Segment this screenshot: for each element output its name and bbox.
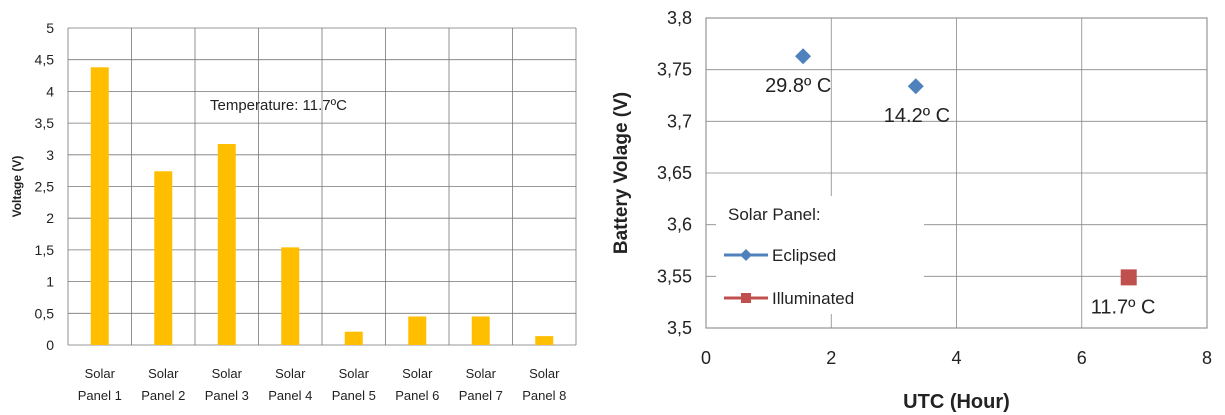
bar-ytick-label: 1,5	[35, 242, 55, 258]
legend-label: Eclipsed	[772, 246, 836, 265]
scatter-xlabel: UTC (Hour)	[903, 391, 1010, 413]
data-point-illuminated	[1120, 269, 1137, 286]
scatter-ytick-label: 3,75	[657, 60, 692, 80]
scatter-xtick-label: 8	[1202, 348, 1212, 368]
data-label: 14.2º C	[884, 105, 950, 127]
bar	[90, 67, 109, 346]
scatter-ytick-label: 3,5	[667, 318, 692, 338]
scatter-ytick-label: 3,6	[667, 215, 692, 235]
bar	[471, 316, 490, 345]
bar-ytick-label: 5	[46, 20, 54, 36]
bar-ytick-label: 1	[46, 274, 54, 290]
data-point-eclipsed	[795, 48, 812, 65]
bar	[154, 171, 173, 345]
bar-xtick-label: Solar Panel 1	[78, 366, 122, 403]
legend-marker-square	[741, 293, 751, 303]
scatter-xtick-label: 2	[826, 348, 836, 368]
bar-ylabel: Voltage (V)	[10, 156, 24, 218]
bar	[344, 331, 363, 345]
bar-xtick-label: Solar Panel 2	[141, 366, 185, 403]
bar-ytick-label: 0	[46, 337, 54, 353]
bar-xtick-label: Solar Panel 5	[332, 366, 376, 403]
scatter-ylabel: Battery Volage (V)	[611, 92, 632, 254]
bar	[217, 144, 236, 345]
legend-marker-diamond	[740, 249, 752, 261]
bar-ytick-label: 4	[46, 83, 54, 99]
bar-ytick-label: 3	[46, 147, 54, 163]
bar-ytick-label: 2,5	[35, 179, 55, 195]
legend-title: Solar Panel:	[728, 205, 821, 224]
bar-ytick-label: 2	[46, 210, 54, 226]
data-point-eclipsed	[907, 78, 924, 95]
scatter-chart: 3,5 3,55 3,6 3,65 3,7 3,75 3,8 0 2 4 6 8 UTC (Hour) B…	[611, 8, 1212, 413]
scatter-xtick-label: 6	[1077, 348, 1087, 368]
scatter-xtick-label: 0	[701, 348, 711, 368]
bar	[281, 247, 300, 345]
scatter-legend: Solar Panel: Eclipsed Illuminated	[716, 196, 924, 314]
bar-ytick-label: 3,5	[35, 115, 55, 131]
bar-xtick-label: Solar Panel 3	[205, 366, 249, 403]
bar-xtick-label: Solar Panel 6	[395, 366, 439, 403]
bar	[535, 336, 554, 345]
scatter-ytick-label: 3,8	[667, 8, 692, 28]
data-label: 29.8º C	[765, 75, 831, 97]
bar-xtick-label: Solar Panel 7	[459, 366, 503, 403]
bar-annotation: Temperature: 11.7ºC	[210, 97, 347, 114]
scatter-xtick-label: 4	[951, 348, 961, 368]
bar	[408, 316, 427, 345]
bar-chart: 0 0,5 1 1,5 2 2,5 3 3,5 4 4,5 5 Solar Panel 1 Solar Pa…	[10, 20, 577, 403]
data-label: 11.7º C	[1091, 296, 1156, 318]
scatter-ytick-label: 3,7	[667, 111, 692, 131]
scatter-ytick-label: 3,65	[657, 163, 692, 183]
bar-ytick-label: 4,5	[35, 52, 55, 68]
bar-xtick-label: Solar Panel 8	[522, 366, 566, 403]
legend-label: Illuminated	[772, 289, 854, 308]
scatter-ytick-label: 3,55	[657, 266, 692, 286]
bar-ytick-label: 0,5	[35, 305, 55, 321]
bar-xtick-label: Solar Panel 4	[268, 366, 312, 403]
